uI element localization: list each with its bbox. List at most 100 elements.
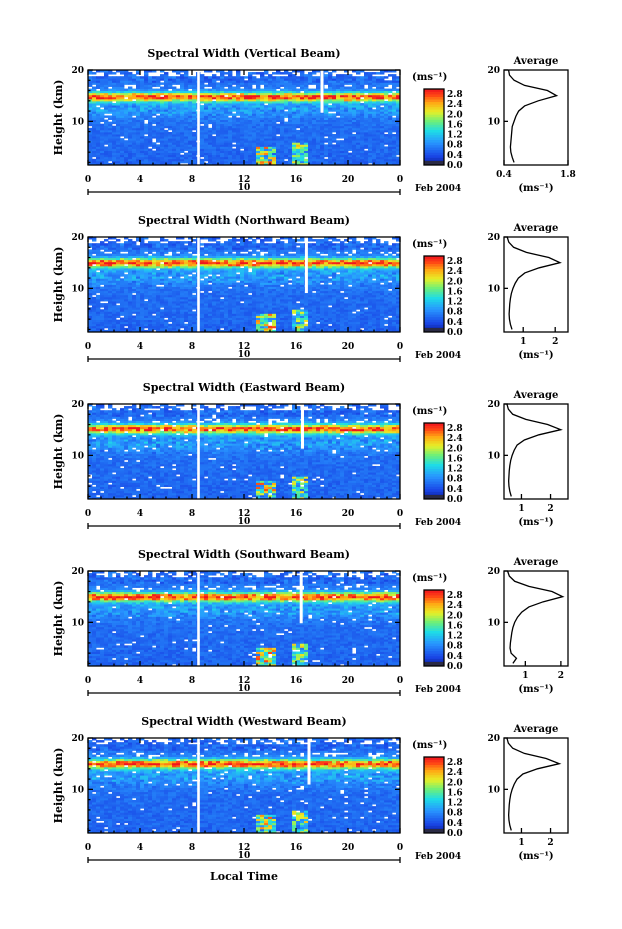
heatmap-cell <box>296 131 301 135</box>
heatmap-cell <box>312 323 317 327</box>
heatmap-cell <box>216 127 221 131</box>
heatmap-cell <box>344 327 349 331</box>
heatmap-cell <box>304 82 309 85</box>
colorbar-frame <box>423 88 445 166</box>
heatmap-cell <box>100 309 105 312</box>
heatmap-cell <box>148 150 153 154</box>
heatmap-cell <box>304 317 309 321</box>
heatmap-cell <box>304 160 309 164</box>
heatmap-cell <box>100 94 105 98</box>
heatmap-cell <box>268 119 273 123</box>
heatmap-cell <box>108 154 113 158</box>
heatmap-cell <box>128 127 133 131</box>
heatmap-cell <box>284 298 289 302</box>
heatmap-cell <box>164 150 169 154</box>
heatmap-cell <box>256 156 261 160</box>
heatmap-cell <box>244 160 249 164</box>
heatmap-cell <box>124 150 129 154</box>
heatmap-cell <box>248 327 253 331</box>
heatmap-cell <box>336 303 341 306</box>
heatmap-cell <box>280 115 285 118</box>
heatmap-cell <box>360 134 365 137</box>
heatmap-cell <box>388 117 393 120</box>
heatmap-cell <box>300 140 305 143</box>
heatmap-cell <box>388 292 393 296</box>
heatmap-cell <box>376 80 381 83</box>
heatmap-cell <box>88 94 93 98</box>
heatmap-cell <box>140 303 145 306</box>
heatmap-cell <box>148 311 153 314</box>
heatmap-cell <box>336 319 341 323</box>
heatmap-cell <box>156 88 161 92</box>
heatmap-cell <box>108 136 113 139</box>
heatmap-cell <box>208 294 213 298</box>
heatmap-cell <box>328 142 333 145</box>
heatmap-cell <box>104 162 109 166</box>
heatmap-cell <box>256 290 261 294</box>
heatmap-cell <box>284 105 289 108</box>
heatmap-cell <box>360 154 365 158</box>
heatmap-cell <box>168 84 173 87</box>
heatmap-cell <box>128 296 133 300</box>
heatmap-cell <box>136 115 141 118</box>
heatmap-cell <box>328 92 333 96</box>
heatmap-cell <box>300 160 305 164</box>
heatmap-cell <box>372 96 377 100</box>
heatmap-cell <box>336 88 341 92</box>
heatmap-cell <box>132 134 137 137</box>
heatmap-cell <box>168 92 173 96</box>
heatmap-cell <box>264 70 269 73</box>
heatmap-cell <box>164 92 169 96</box>
heatmap-cell <box>108 76 113 79</box>
heatmap-cell <box>92 115 97 118</box>
heatmap-cell <box>292 109 297 112</box>
heatmap-cell <box>244 150 249 154</box>
heatmap-cell <box>112 109 117 112</box>
heatmap-cell <box>368 298 373 302</box>
heatmap-cell <box>116 296 121 300</box>
heatmap-cell <box>120 98 125 102</box>
heatmap-cell <box>104 142 109 145</box>
heatmap-cell <box>308 150 313 154</box>
heatmap-cell <box>336 292 341 296</box>
heatmap-cell <box>256 160 261 164</box>
heatmap-cell <box>388 105 393 108</box>
heatmap-cell <box>200 134 205 137</box>
heatmap-cell <box>392 319 397 323</box>
heatmap-cell <box>188 144 193 147</box>
heatmap-cell <box>280 162 285 166</box>
heatmap-cell <box>128 142 133 145</box>
heatmap-cell <box>108 105 113 108</box>
heatmap-cell <box>104 156 109 160</box>
heatmap-cell <box>224 134 229 137</box>
heatmap-cell <box>168 325 173 329</box>
heatmap-cell <box>116 76 121 79</box>
heatmap-cell <box>396 298 401 302</box>
heatmap-cell <box>184 94 189 98</box>
heatmap-cell <box>144 111 149 114</box>
heatmap-cell <box>120 125 125 129</box>
heatmap-cell <box>144 292 149 296</box>
heatmap-cell <box>380 298 385 302</box>
heatmap-cell <box>144 303 149 306</box>
heatmap-cell <box>344 313 349 316</box>
heatmap-cell <box>264 115 269 118</box>
heatmap-cell <box>380 125 385 129</box>
heatmap-cell <box>324 78 329 81</box>
heatmap-cell <box>304 301 309 304</box>
heatmap-cell <box>284 301 289 304</box>
heatmap-cell <box>164 307 169 310</box>
average-title: Average <box>513 56 559 67</box>
heatmap-cell <box>368 123 373 127</box>
heatmap-cell <box>376 88 381 92</box>
heatmap-cell <box>280 296 285 300</box>
heatmap-cell <box>136 90 141 94</box>
heatmap-cell <box>248 88 253 92</box>
heatmap-cell <box>220 305 225 308</box>
heatmap-cell <box>288 105 293 108</box>
heatmap-cell <box>176 315 181 318</box>
heatmap-cell <box>200 323 205 327</box>
heatmap-cell <box>172 323 177 327</box>
heatmap-cell <box>200 105 205 108</box>
heatmap-cell <box>248 325 253 329</box>
